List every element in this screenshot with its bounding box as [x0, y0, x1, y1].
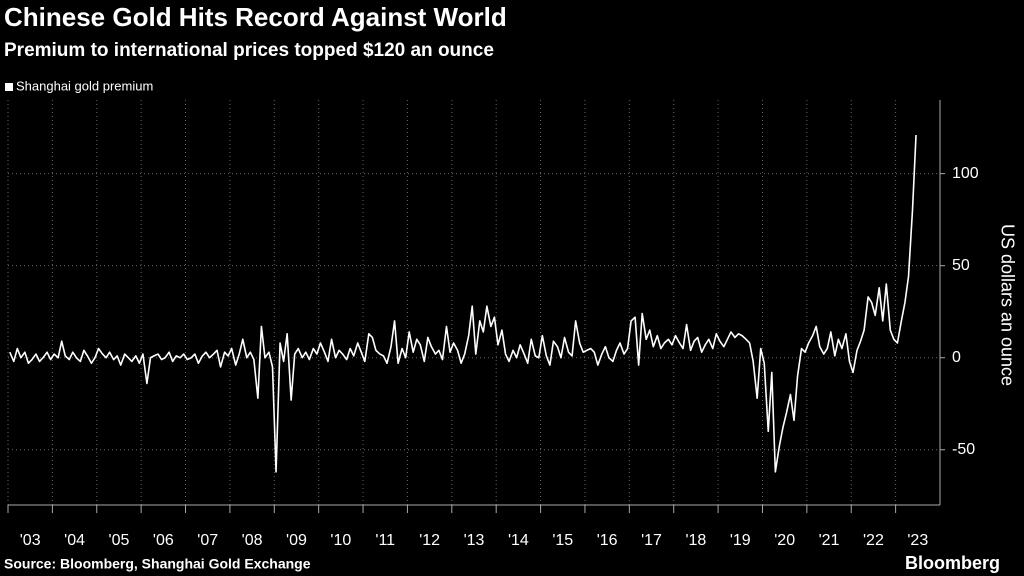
- x-tick-label: '23: [907, 532, 928, 549]
- x-tick-label: '21: [819, 532, 840, 549]
- x-tick-label: '12: [419, 532, 440, 549]
- x-tick-label: '13: [464, 532, 485, 549]
- chart-title: Chinese Gold Hits Record Against World: [4, 2, 507, 32]
- x-tick-label: '11: [375, 532, 395, 549]
- x-tick-label: '10: [330, 532, 351, 549]
- x-tick-label: '20: [774, 532, 795, 549]
- x-tick-label: '15: [552, 532, 573, 549]
- x-tick-label: '14: [508, 532, 529, 549]
- x-tick-label: '08: [242, 532, 263, 549]
- x-tick-label: '04: [64, 532, 85, 549]
- x-tick-label: '03: [20, 532, 41, 549]
- legend-swatch: [5, 83, 13, 91]
- line: [9, 134, 917, 473]
- chart-subtitle: Premium to international prices topped $…: [4, 40, 494, 61]
- source: Source: Bloomberg, Shanghai Gold Exchang…: [4, 556, 311, 572]
- x-tick-label: '09: [286, 532, 307, 549]
- x-tick-label: '16: [597, 532, 618, 549]
- x-tick-label: '17: [641, 532, 662, 549]
- x-tick-label: '22: [863, 532, 884, 549]
- legend-label: Shanghai gold premium: [16, 78, 153, 93]
- x-tick-label: '07: [197, 532, 218, 549]
- y-axis-label: US dollars an ounce: [997, 224, 1017, 386]
- x-tick-label: '18: [685, 532, 706, 549]
- brand: Bloomberg: [905, 553, 1000, 573]
- y-tick-label: 100: [952, 165, 979, 182]
- x-tick-label: '19: [730, 532, 751, 549]
- x-tick-label: '06: [153, 532, 174, 549]
- y-tick-label: 50: [952, 257, 970, 274]
- x-tick-label: '05: [109, 532, 130, 549]
- y-tick-label: 0: [952, 349, 961, 366]
- y-tick-label: -50: [952, 441, 975, 458]
